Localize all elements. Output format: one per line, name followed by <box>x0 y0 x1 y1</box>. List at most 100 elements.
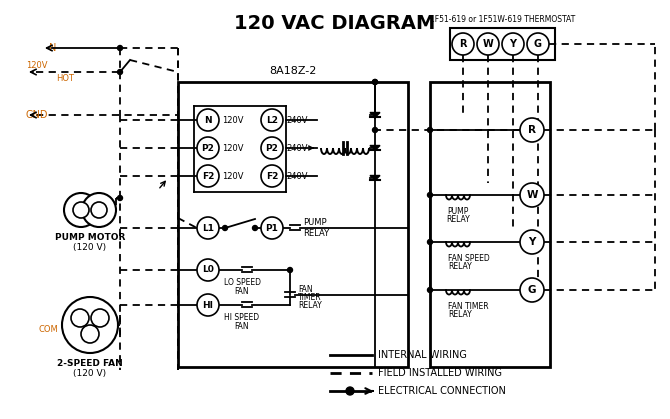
Text: FAN: FAN <box>298 285 313 293</box>
Circle shape <box>117 70 123 75</box>
Text: GND: GND <box>26 110 48 120</box>
Circle shape <box>197 165 219 187</box>
Text: COM: COM <box>38 326 58 334</box>
Text: 8A18Z-2: 8A18Z-2 <box>269 66 317 76</box>
Text: 1F51-619 or 1F51W-619 THERMOSTAT: 1F51-619 or 1F51W-619 THERMOSTAT <box>430 15 575 24</box>
Text: R: R <box>459 39 467 49</box>
Circle shape <box>477 33 499 55</box>
Text: RELAY: RELAY <box>303 228 329 238</box>
Circle shape <box>222 225 228 230</box>
Text: RELAY: RELAY <box>298 300 322 310</box>
Circle shape <box>117 46 123 51</box>
Circle shape <box>73 202 89 218</box>
Polygon shape <box>370 145 380 150</box>
Bar <box>450 28 555 60</box>
Text: FAN SPEED: FAN SPEED <box>448 254 490 263</box>
Text: TIMER: TIMER <box>298 292 322 302</box>
Text: (120 V): (120 V) <box>74 243 107 252</box>
Text: 120V: 120V <box>26 60 48 70</box>
Text: P2: P2 <box>265 143 279 153</box>
Circle shape <box>91 309 109 327</box>
Text: W: W <box>482 39 493 49</box>
Text: F2: F2 <box>202 171 214 181</box>
Circle shape <box>527 33 549 55</box>
Circle shape <box>197 109 219 131</box>
Circle shape <box>373 127 377 132</box>
Text: G: G <box>534 39 542 49</box>
Circle shape <box>197 294 219 316</box>
Text: INTERNAL WIRING: INTERNAL WIRING <box>378 350 467 360</box>
Text: 120 VAC DIAGRAM: 120 VAC DIAGRAM <box>234 14 436 33</box>
Polygon shape <box>370 112 380 117</box>
Text: L0: L0 <box>202 266 214 274</box>
Circle shape <box>197 217 219 239</box>
Text: FIELD INSTALLED WIRING: FIELD INSTALLED WIRING <box>378 368 502 378</box>
Text: P1: P1 <box>265 223 279 233</box>
Text: L2: L2 <box>266 116 278 124</box>
Circle shape <box>253 225 257 230</box>
Text: 120V: 120V <box>222 143 243 153</box>
Text: PUMP: PUMP <box>303 217 327 227</box>
Circle shape <box>81 325 99 343</box>
Text: FAN TIMER: FAN TIMER <box>448 302 488 311</box>
Text: F2: F2 <box>266 171 278 181</box>
Circle shape <box>91 202 107 218</box>
Text: 2-SPEED FAN: 2-SPEED FAN <box>57 359 123 368</box>
Text: FAN: FAN <box>234 322 249 331</box>
Text: PUMP: PUMP <box>448 207 469 216</box>
Circle shape <box>502 33 524 55</box>
Circle shape <box>373 80 377 85</box>
Bar <box>178 82 408 367</box>
Circle shape <box>520 230 544 254</box>
Circle shape <box>427 240 433 245</box>
Text: HOT: HOT <box>56 73 74 83</box>
Text: PUMP MOTOR: PUMP MOTOR <box>55 233 125 242</box>
Text: RELAY: RELAY <box>448 262 472 271</box>
Circle shape <box>197 137 219 159</box>
Circle shape <box>197 259 219 281</box>
Circle shape <box>62 297 118 353</box>
Text: 240V: 240V <box>286 116 308 124</box>
Text: 240V: 240V <box>286 171 308 181</box>
Text: Y: Y <box>509 39 517 49</box>
Circle shape <box>427 287 433 292</box>
Circle shape <box>427 127 433 132</box>
Text: 120V: 120V <box>222 171 243 181</box>
Circle shape <box>64 193 98 227</box>
Circle shape <box>71 309 89 327</box>
Circle shape <box>520 118 544 142</box>
Text: W: W <box>526 190 538 200</box>
Circle shape <box>346 387 354 395</box>
Circle shape <box>427 192 433 197</box>
Text: HI: HI <box>96 341 104 349</box>
Text: RELAY: RELAY <box>446 215 470 224</box>
Circle shape <box>373 80 377 85</box>
Circle shape <box>261 109 283 131</box>
Circle shape <box>520 278 544 302</box>
Text: P2: P2 <box>202 143 214 153</box>
Text: (120 V): (120 V) <box>74 369 107 378</box>
Text: FAN: FAN <box>234 287 249 296</box>
Circle shape <box>261 137 283 159</box>
Text: HI: HI <box>202 300 214 310</box>
Text: G: G <box>528 285 536 295</box>
Text: HI SPEED: HI SPEED <box>224 313 259 322</box>
Circle shape <box>261 217 283 239</box>
Polygon shape <box>370 176 380 181</box>
Text: RELAY: RELAY <box>448 310 472 319</box>
Text: N: N <box>204 116 212 124</box>
Text: ELECTRICAL CONNECTION: ELECTRICAL CONNECTION <box>378 386 506 396</box>
Bar <box>430 82 550 367</box>
Text: Y: Y <box>529 237 536 247</box>
Text: LO: LO <box>75 341 85 349</box>
Text: 240V: 240V <box>286 143 308 153</box>
Circle shape <box>520 183 544 207</box>
Circle shape <box>452 33 474 55</box>
Text: 120V: 120V <box>222 116 243 124</box>
Circle shape <box>261 165 283 187</box>
Text: R: R <box>528 125 536 135</box>
Text: L1: L1 <box>202 223 214 233</box>
Text: N: N <box>49 43 56 53</box>
Text: LO SPEED: LO SPEED <box>224 278 261 287</box>
Circle shape <box>287 267 293 272</box>
